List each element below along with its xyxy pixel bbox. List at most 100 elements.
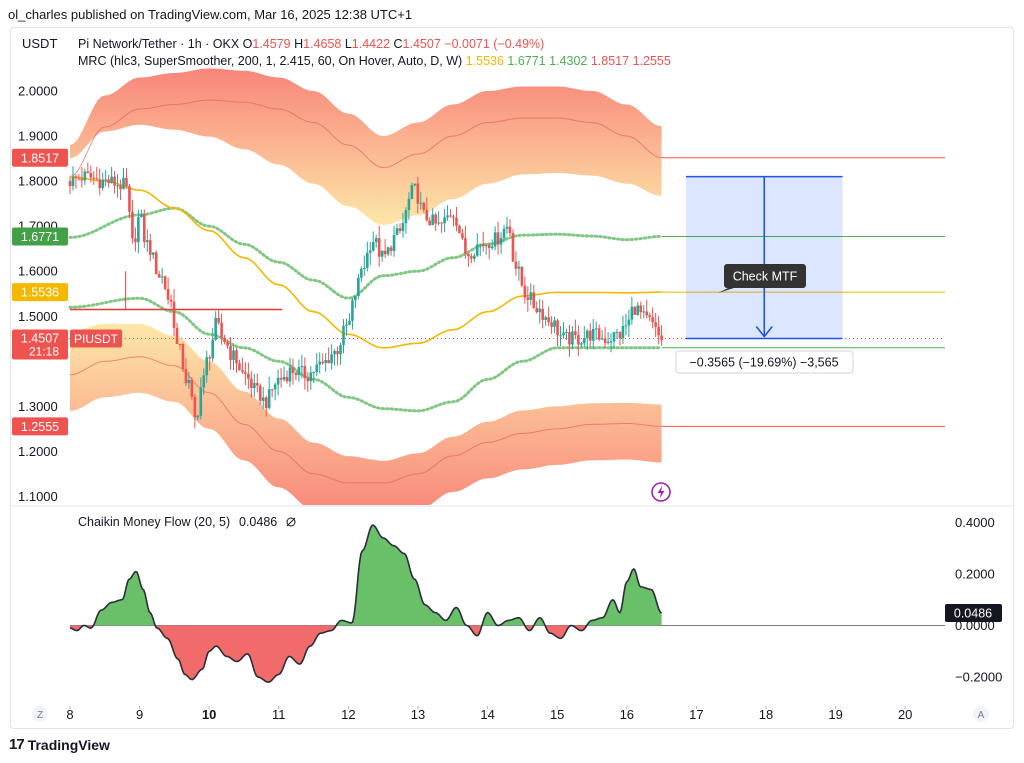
candle-body bbox=[235, 350, 238, 364]
legend-indicator-name: MRC (hlc3, SuperSmoother, 200, 1, 2.415,… bbox=[78, 54, 466, 68]
candle-body bbox=[639, 305, 643, 313]
candle-body bbox=[446, 215, 449, 218]
candle-body bbox=[368, 250, 372, 253]
candle-body bbox=[520, 266, 524, 286]
candle-body bbox=[288, 367, 292, 382]
legend-h_label: H bbox=[294, 37, 303, 51]
legend-indicator: MRC (hlc3, SuperSmoother, 200, 1, 2.415,… bbox=[78, 54, 671, 68]
candle-body bbox=[345, 324, 348, 326]
level-badge-0 bbox=[12, 148, 68, 167]
candles bbox=[68, 162, 663, 429]
candle-body bbox=[276, 377, 280, 385]
candle-body bbox=[553, 320, 556, 327]
candle-body bbox=[591, 328, 595, 341]
candle-body bbox=[131, 211, 134, 239]
candle-body bbox=[386, 247, 390, 255]
candle-body bbox=[556, 320, 559, 336]
candle-body bbox=[199, 387, 203, 416]
cmf-positive-area bbox=[70, 525, 662, 626]
candle-body bbox=[232, 350, 235, 360]
candle-body bbox=[612, 332, 616, 342]
candle-body bbox=[568, 331, 571, 345]
candle-body bbox=[190, 380, 194, 397]
candle-body bbox=[116, 185, 119, 187]
candle-body bbox=[360, 268, 363, 278]
candle-body bbox=[574, 331, 577, 336]
candle-body bbox=[416, 183, 420, 204]
candle-body bbox=[538, 308, 542, 313]
candle-body bbox=[187, 380, 191, 384]
candle-body bbox=[541, 308, 544, 320]
candle-body bbox=[645, 311, 649, 316]
zoom-corner-button[interactable]: Z bbox=[32, 706, 48, 722]
candle-body bbox=[455, 217, 458, 226]
legend-symbol: Pi Network/Tether · 1h · OKX bbox=[78, 37, 243, 51]
candle-body bbox=[490, 246, 494, 248]
candle-body bbox=[493, 232, 497, 247]
candle-body bbox=[621, 325, 625, 339]
candle-body bbox=[223, 337, 226, 342]
candle-body bbox=[145, 240, 149, 243]
legend-o_label: O bbox=[243, 37, 253, 51]
price-tick: 1.6000 bbox=[18, 264, 58, 279]
lightning-icon[interactable] bbox=[651, 482, 671, 502]
candle-body bbox=[77, 178, 81, 180]
level-badge-text-4: 1.2555 bbox=[21, 420, 59, 434]
lightning-bolt bbox=[657, 485, 665, 499]
check-mtf-bg bbox=[724, 264, 806, 288]
candle-body bbox=[437, 222, 440, 224]
cmf-tick: 0.4000 bbox=[955, 515, 995, 530]
auto-scale-button[interactable]: A bbox=[973, 706, 989, 722]
candle-body bbox=[95, 178, 99, 180]
candle-body bbox=[392, 235, 396, 251]
hide-indicator-icon[interactable] bbox=[286, 517, 296, 527]
level-badge-text-1: 1.6771 bbox=[21, 230, 59, 244]
candle-body bbox=[363, 267, 366, 269]
candle-body bbox=[273, 384, 277, 390]
candle-body bbox=[627, 319, 631, 326]
tradingview-brand[interactable]: 17 TradingView bbox=[9, 736, 110, 753]
lower-inner-band bbox=[68, 296, 664, 413]
candle-body bbox=[526, 297, 530, 300]
candle-body bbox=[169, 299, 173, 302]
legend-indicator-value-3: 1.8517 bbox=[591, 54, 633, 68]
candle-body bbox=[580, 343, 583, 345]
candle-body bbox=[250, 378, 253, 389]
candle-body bbox=[324, 359, 327, 364]
candle-body bbox=[253, 383, 256, 389]
candle-body bbox=[633, 306, 637, 315]
candle-body bbox=[241, 370, 244, 372]
cmf-value-badge-text: 0.0486 bbox=[954, 606, 992, 620]
candle-body bbox=[107, 179, 110, 184]
currency-label: USDT bbox=[22, 36, 57, 51]
candle-body bbox=[636, 305, 640, 315]
candle-body bbox=[642, 311, 646, 313]
candle-body bbox=[267, 389, 271, 408]
candle-body bbox=[339, 345, 342, 355]
candle-body bbox=[321, 361, 324, 364]
candle-body bbox=[205, 357, 209, 376]
candle-body bbox=[470, 256, 473, 259]
candle-body bbox=[562, 332, 565, 336]
candle-body bbox=[371, 242, 375, 251]
candle-body bbox=[499, 238, 503, 245]
candle-body bbox=[597, 328, 601, 340]
candle-body bbox=[128, 186, 131, 212]
cmf-title: Chaikin Money Flow (20, 5) bbox=[78, 515, 230, 529]
candle-body bbox=[282, 377, 286, 380]
x-tick-label: 18 bbox=[759, 707, 773, 722]
brand-name: TradingView bbox=[27, 736, 110, 753]
legend-l_label: L bbox=[345, 37, 352, 51]
candle-body bbox=[624, 325, 628, 327]
chart-frame bbox=[10, 27, 1014, 729]
legend-h-value: 1.4658 bbox=[303, 37, 345, 51]
x-tick-label: 15 bbox=[550, 707, 564, 722]
check-mtf-callout[interactable]: Check MTF bbox=[718, 264, 806, 293]
x-tick-label: 19 bbox=[828, 707, 842, 722]
candle-body bbox=[264, 397, 268, 408]
candle-body bbox=[354, 295, 357, 301]
price-tick: 1.8000 bbox=[18, 174, 58, 189]
candle-body bbox=[294, 372, 298, 376]
candle-body bbox=[648, 315, 652, 318]
